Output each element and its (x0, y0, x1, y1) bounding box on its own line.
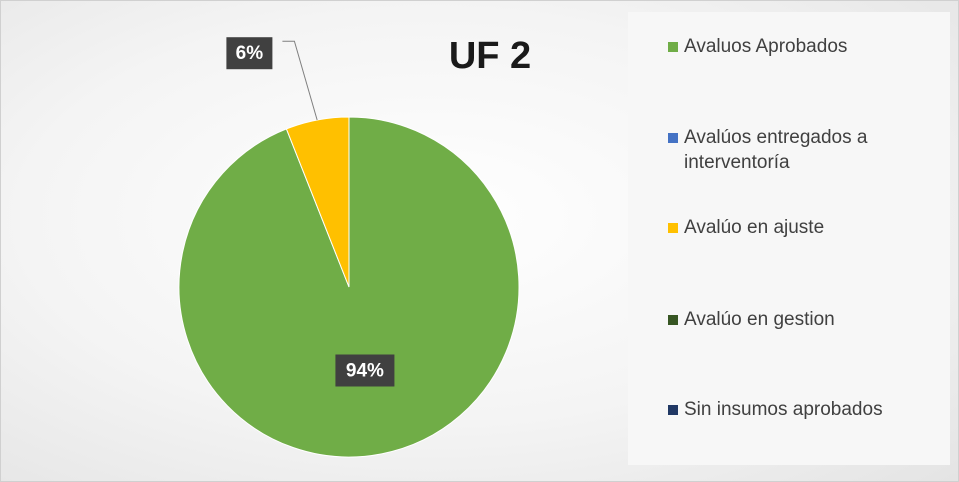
data-label-box (226, 37, 273, 70)
legend-item: Avaluos Aprobados (668, 34, 918, 59)
data-label-box (335, 354, 395, 387)
legend-item: Avalúo en gestion (668, 307, 918, 332)
legend-swatch (668, 223, 678, 233)
data-label: 94% (346, 361, 384, 382)
legend-label: Avaluos Aprobados (684, 36, 848, 57)
legend-swatch (668, 42, 678, 52)
legend-swatch (668, 133, 678, 143)
legend-label: Avalúo en ajuste (684, 217, 825, 238)
legend: Avaluos Aprobados Avalúos entregados a in… (628, 12, 950, 465)
legend-label: Avalúos entregados a interventoría (684, 127, 868, 173)
legend-swatch (668, 405, 678, 415)
pie-slice (178, 116, 520, 458)
legend-label: Sin insumos aprobados (684, 399, 883, 420)
data-label: 6% (236, 43, 264, 64)
legend-item: Sin insumos aprobados (668, 397, 918, 422)
chart-title: UF 2 (449, 35, 531, 77)
legend-item: Avalúo en ajuste (668, 215, 918, 240)
pie-slice (285, 116, 350, 288)
leader-line (282, 40, 318, 121)
legend-swatch (668, 315, 678, 325)
legend-item: Avalúos entregados a interventoría (668, 125, 918, 175)
legend-label: Avalúo en gestion (684, 309, 835, 330)
